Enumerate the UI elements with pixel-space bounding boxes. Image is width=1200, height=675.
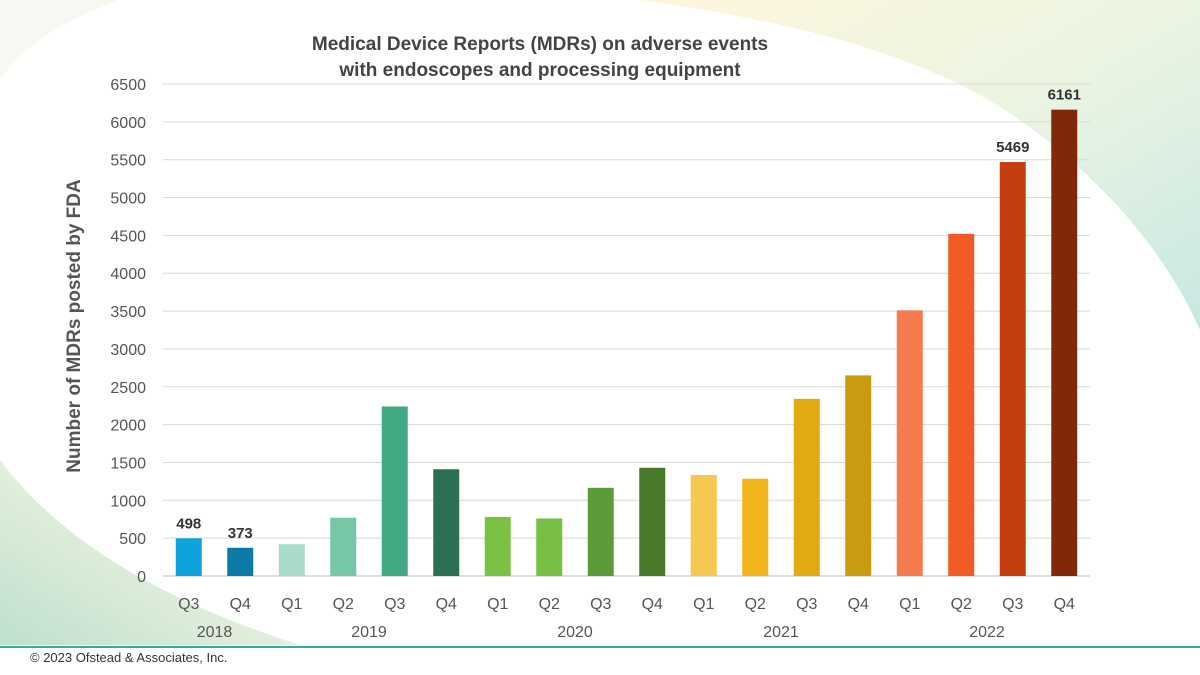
bar — [175, 538, 202, 576]
y-tick-label: 2000 — [110, 418, 146, 435]
x-tick-label: Q4 — [848, 596, 869, 613]
y-tick-label: 3500 — [110, 304, 146, 321]
bar — [845, 375, 872, 576]
year-label: 2018 — [197, 624, 233, 641]
y-tick-label: 5000 — [110, 191, 146, 208]
y-tick-label: 2500 — [110, 380, 146, 397]
bar — [793, 398, 820, 576]
bar — [690, 474, 717, 576]
x-tick-label: Q4 — [230, 596, 251, 613]
data-label: 373 — [228, 525, 253, 542]
bar — [999, 162, 1026, 577]
bars — [175, 109, 1078, 577]
x-axis-ticks: Q3 Q4 Q1 Q2 Q3 Q4 Q1 Q2 Q3 Q4 Q1 Q2 Q3 Q4 Q1 Q2 Q3 Q4 — [178, 596, 1075, 613]
chart-title: Medical Device Reports (MDRs) on adverse… — [270, 32, 810, 84]
x-tick-label: Q3 — [1002, 596, 1023, 613]
data-label: 498 — [176, 515, 201, 532]
y-tick-label: 500 — [119, 531, 146, 548]
x-tick-label: Q1 — [281, 596, 302, 613]
bar — [227, 547, 254, 576]
year-label: 2020 — [557, 624, 593, 641]
x-tick-label: Q2 — [745, 596, 766, 613]
data-label: 5469 — [996, 139, 1029, 156]
x-tick-label: Q4 — [436, 596, 457, 613]
footer-divider — [0, 646, 1200, 648]
copyright-text: © 2023 Ofstead & Associates, Inc. — [30, 650, 228, 665]
bar — [484, 516, 511, 576]
data-labels: 498 373 5469 6161 — [176, 87, 1081, 542]
x-tick-label: Q1 — [487, 596, 508, 613]
data-label: 6161 — [1048, 87, 1081, 104]
y-tick-label: 4000 — [110, 266, 146, 283]
x-tick-label: Q2 — [951, 596, 972, 613]
x-tick-label: Q3 — [796, 596, 817, 613]
bar — [381, 406, 408, 576]
bar — [639, 467, 666, 576]
bar — [896, 310, 923, 576]
y-axis-ticks: 0 500 1000 1500 2000 2500 3000 3500 4000 4500 5000… — [110, 77, 146, 586]
y-tick-label: 3000 — [110, 342, 146, 359]
x-tick-label: Q1 — [693, 596, 714, 613]
y-tick-label: 1500 — [110, 455, 146, 472]
y-axis-label: Number of MDRs posted by FDA — [64, 179, 85, 473]
y-tick-label: 6500 — [110, 77, 146, 94]
x-tick-label: Q4 — [642, 596, 663, 613]
y-tick-label: 1000 — [110, 493, 146, 510]
bar — [587, 487, 614, 576]
y-tick-label: 4500 — [110, 228, 146, 245]
bar — [536, 518, 563, 576]
y-tick-label: 5500 — [110, 153, 146, 170]
x-tick-label: Q4 — [1054, 596, 1075, 613]
x-tick-label: Q2 — [539, 596, 560, 613]
bar — [330, 517, 357, 576]
year-label: 2021 — [763, 624, 799, 641]
bar — [278, 544, 305, 576]
x-tick-label: Q3 — [384, 596, 405, 613]
x-tick-label: Q3 — [178, 596, 199, 613]
year-labels: 2018 2019 2020 2021 2022 — [197, 624, 1005, 641]
chart-title-line-2: with endoscopes and processing equipment — [339, 60, 741, 81]
x-tick-label: Q2 — [333, 596, 354, 613]
gridlines — [163, 83, 1090, 577]
x-tick-label: Q1 — [899, 596, 920, 613]
year-label: 2019 — [351, 624, 387, 641]
bar — [742, 478, 769, 576]
chart-title-line-1: Medical Device Reports (MDRs) on adverse… — [311, 34, 769, 55]
y-tick-label: 6000 — [110, 115, 146, 132]
bar — [948, 233, 975, 576]
bar — [433, 469, 460, 576]
year-label: 2022 — [969, 624, 1005, 641]
x-tick-label: Q3 — [590, 596, 611, 613]
bar — [1051, 109, 1078, 576]
y-tick-label: 0 — [137, 569, 146, 586]
